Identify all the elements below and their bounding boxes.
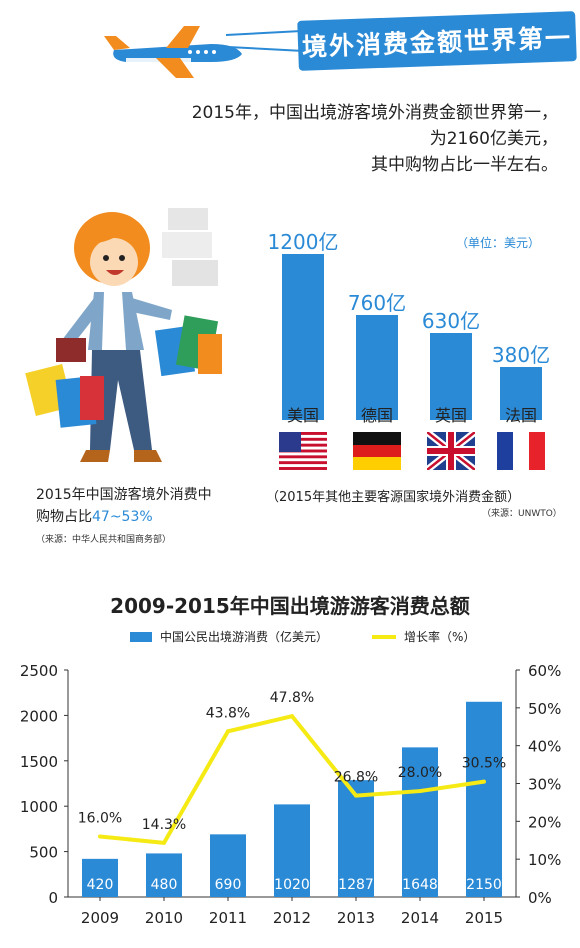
country-name: 法国 [504,406,537,425]
x-tick-label: 2015 [465,909,503,927]
y-tick-label-left: 2500 [20,662,58,680]
bar [82,858,118,897]
intro-line: 为2160亿美元， [429,129,558,149]
legend-item-bar: 中国公民出境游消费（亿美元） [130,628,328,645]
y-tick-label-right: 0% [528,889,552,907]
shopping-caption-line: 购物占比 [36,509,92,525]
bar-value-label: 2150 [466,877,502,893]
chart-title: 2009-2015年中国出境游游客消费总额 [110,594,470,618]
growth-point [354,793,358,798]
airplane-icon [104,26,242,78]
country-name: 德国 [360,406,393,425]
country-bar [430,332,472,420]
country-value-label: 380亿 [491,343,551,368]
shopping-caption: 2015年中国游客境外消费中 购物占比47~53% [36,484,246,528]
x-tick-label: 2009 [81,909,119,927]
growth-value-label: 26.8% [334,770,378,786]
bar-value-label: 480 [151,877,178,893]
y-tick-label-left: 1000 [20,798,58,816]
legend-swatch-line [372,634,396,639]
country-caption: （2015年其他主要客源国家境外消费金额） [266,490,521,505]
bar [402,747,438,897]
country-name: 美国 [286,406,319,425]
growth-point [418,789,422,794]
x-tick-label: 2011 [209,909,247,927]
y-tick-label-left: 2000 [20,707,58,725]
country-name: 英国 [434,406,467,425]
legend-label: 增长率（%） [404,630,476,644]
shopping-source: （来源：中华人民共和国商务部） [36,535,172,545]
bar-value-label: 1287 [338,877,374,893]
shopping-caption-line: 2015年中国游客境外消费中 [36,487,212,503]
y-tick-label-left: 1500 [20,753,58,771]
growth-point [482,779,486,784]
bar [338,780,374,897]
growth-point [290,714,294,719]
growth-value-label: 47.8% [270,690,314,706]
y-tick-label-left: 0 [48,889,58,907]
y-tick-label-right: 50% [528,700,561,718]
growth-point [226,729,230,734]
banner: 境外消费金额世界第一 [297,11,577,71]
bar [146,853,182,897]
bar [274,804,310,897]
y-tick-label-right: 60% [528,662,561,680]
y-tick-label-left: 500 [29,844,58,862]
bar-value-label: 1020 [274,877,310,893]
growth-value-label: 30.5% [462,756,506,772]
uk-flag-icon [427,432,475,470]
growth-point [162,840,166,845]
x-tick-label: 2012 [273,909,311,927]
legend-item-line: 增长率（%） [372,628,475,645]
bar [466,701,502,897]
bar-value-label: 420 [87,877,114,893]
banner-title: 境外消费金额世界第一 [301,23,573,62]
intro-line: 其中购物占比一半左右。 [371,155,558,175]
bar-value-label: 690 [215,877,242,893]
growth-value-label: 16.0% [78,810,122,826]
country-source: （来源：UNWTO） [482,509,562,519]
x-tick-label: 2010 [145,909,183,927]
legend-label: 中国公民出境游消费（亿美元） [160,630,329,644]
x-tick-label: 2013 [337,909,375,927]
growth-value-label: 14.3% [142,817,186,833]
y-tick-label-right: 10% [528,851,561,869]
intro-line: 2015年，中国出境游客境外消费金额世界第一， [191,103,558,123]
legend-swatch-bar [130,631,152,642]
france-flag-icon [497,432,545,470]
country-bar [282,254,324,420]
growth-value-label: 43.8% [206,705,250,721]
unit-label: （单位：美元） [455,236,540,250]
country-value-label: 760亿 [347,290,407,315]
germany-flag-icon [353,432,401,470]
y-tick-label-right: 40% [528,738,561,756]
shopping-pct: 47~53% [92,509,153,525]
bar-value-label: 1648 [402,877,438,893]
shopper-illustration [25,208,222,462]
growth-point [98,834,102,839]
x-tick-label: 2014 [401,909,439,927]
country-value-label: 1200亿 [267,230,339,254]
consumption-chart: 0 500 1000 1500 2000 2500 0% 10% 20% 30% 40% 50% 60%… [20,662,562,927]
y-tick-label-right: 30% [528,776,561,794]
usa-flag-icon [279,432,327,470]
country-bar [500,367,542,420]
country-value-label: 630亿 [421,308,481,333]
growth-value-label: 28.0% [398,765,442,781]
country-bar [356,314,398,420]
intro-text: 2015年，中国出境游客境外消费金额世界第一， 为2160亿美元， 其中购物占比… [192,100,558,178]
y-tick-label-right: 20% [528,813,561,831]
bar [210,834,246,897]
